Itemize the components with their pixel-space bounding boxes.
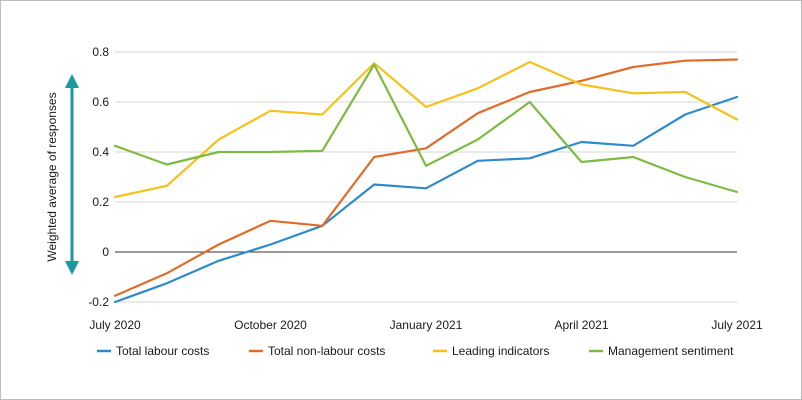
x-tick-label: July 2021 bbox=[711, 318, 763, 332]
x-tick-label: April 2021 bbox=[554, 318, 608, 332]
legend-label: Leading indicators bbox=[452, 344, 549, 358]
series-line-3 bbox=[113, 60, 739, 199]
y-tick-label: 0.4 bbox=[92, 145, 109, 159]
y-tick-label: 0 bbox=[102, 245, 109, 259]
y-tick-label: 0.6 bbox=[92, 95, 109, 109]
legend-label: Total labour costs bbox=[116, 344, 209, 358]
y-tick-label: 0.2 bbox=[92, 195, 109, 209]
x-tick-label: July 2020 bbox=[89, 318, 141, 332]
x-tick-label: October 2020 bbox=[234, 318, 307, 332]
arrow-down-icon bbox=[65, 261, 79, 275]
y-tick-label: 0.8 bbox=[92, 45, 109, 59]
arrow-up-icon bbox=[65, 74, 79, 88]
y-tick-label: -0.2 bbox=[88, 295, 109, 309]
series-line-1 bbox=[113, 95, 739, 304]
y-axis-label: Weighted average of responses bbox=[45, 92, 59, 261]
legend-label: Management sentiment bbox=[608, 344, 734, 358]
legend-label: Total non-labour costs bbox=[268, 344, 385, 358]
x-tick-label: January 2021 bbox=[390, 318, 463, 332]
series-line-4 bbox=[113, 63, 739, 194]
series-line-2 bbox=[113, 58, 739, 297]
